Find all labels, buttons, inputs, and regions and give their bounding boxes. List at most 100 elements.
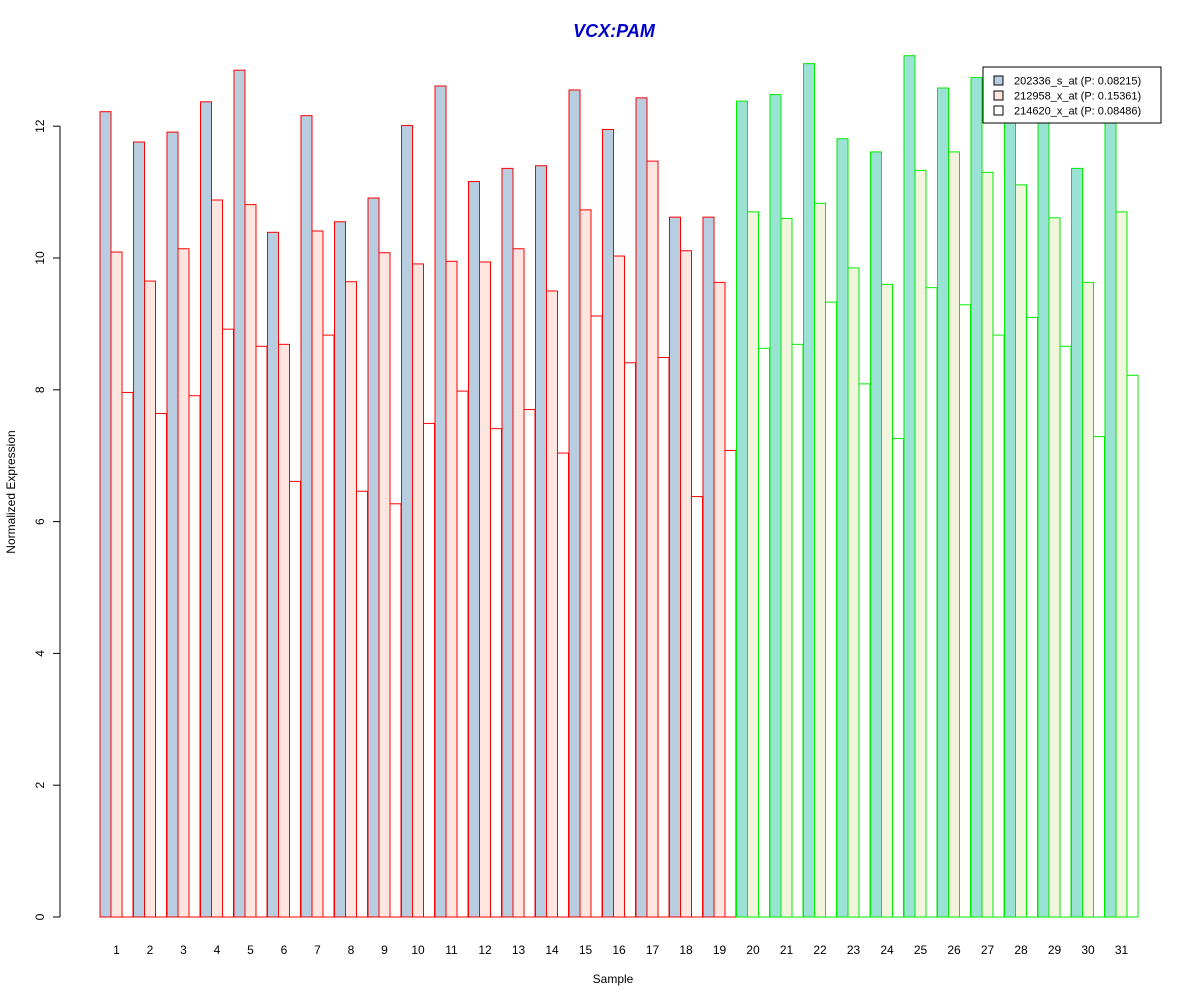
bar-sample-7-series-1 xyxy=(300,115,313,918)
bar-sample-5-series-3 xyxy=(255,345,268,918)
bar-sample-27-series-1 xyxy=(970,76,983,918)
x-tick-label: 20 xyxy=(746,943,760,957)
x-tick-label: 17 xyxy=(646,943,660,957)
legend-entry-label: 202336_s_at (P: 0.08215) xyxy=(1014,76,1141,88)
x-tick-label: 11 xyxy=(445,943,458,957)
bar-sample-31-series-3 xyxy=(1126,374,1139,918)
bar-sample-10-series-1 xyxy=(401,125,413,918)
bar-sample-31-series-2 xyxy=(1115,211,1128,918)
x-tick-label: 6 xyxy=(281,943,288,957)
bar-sample-28-series-2 xyxy=(1015,184,1027,918)
bar-sample-30-series-3 xyxy=(1093,436,1105,918)
bar-sample-30-series-2 xyxy=(1082,281,1094,918)
legend-entry-label: 212958_x_at (P: 0.15361) xyxy=(1014,91,1141,103)
bar-sample-24-series-3 xyxy=(892,438,904,918)
bar-sample-5-series-2 xyxy=(244,204,257,918)
x-tick-label: 7 xyxy=(314,943,321,957)
chart-title: VCX:PAM xyxy=(573,21,656,41)
x-tick-label: 24 xyxy=(880,943,894,957)
bar-sample-19-series-2 xyxy=(713,281,726,918)
y-tick-label: 4 xyxy=(33,650,47,657)
bar-sample-3-series-3 xyxy=(188,395,201,918)
x-tick-label: 15 xyxy=(579,943,593,957)
x-tick-label: 3 xyxy=(180,943,187,957)
bar-sample-20-series-3 xyxy=(758,347,770,918)
bar-sample-30-series-1 xyxy=(1071,167,1083,918)
legend: 202336_s_at (P: 0.08215) 212958_x_at (P: … xyxy=(982,66,1162,124)
bar-sample-17-series-3 xyxy=(657,357,670,918)
x-tick-label: 27 xyxy=(981,943,995,957)
bar-sample-17-series-2 xyxy=(646,160,659,918)
bar-sample-26-series-1 xyxy=(937,87,949,918)
bar-sample-13-series-3 xyxy=(523,409,536,918)
y-axis: 0 2 4 6 8 10 12 xyxy=(33,119,61,920)
x-tick-label: 14 xyxy=(545,943,559,957)
bar-sample-2-series-3 xyxy=(155,413,167,918)
x-tick-label: 13 xyxy=(512,943,526,957)
bar-sample-6-series-2 xyxy=(278,343,290,918)
bar-sample-7-series-3 xyxy=(322,334,335,918)
bar-sample-13-series-1 xyxy=(501,167,514,918)
x-tick-label: 12 xyxy=(478,943,492,957)
legend-swatch xyxy=(993,105,1004,116)
bar-sample-6-series-3 xyxy=(289,480,301,918)
x-tick-label: 2 xyxy=(147,943,154,957)
bar-sample-26-series-3 xyxy=(959,304,971,918)
bar-sample-11-series-3 xyxy=(456,390,469,918)
bar-sample-29-series-1 xyxy=(1037,105,1050,918)
bar-sample-1-series-3 xyxy=(121,391,134,918)
bar-sample-6-series-1 xyxy=(267,231,279,918)
x-tick-label: 25 xyxy=(914,943,928,957)
x-tick-label: 22 xyxy=(813,943,827,957)
x-tick-label: 5 xyxy=(247,943,254,957)
bar-sample-21-series-3 xyxy=(791,343,804,918)
bar-sample-29-series-2 xyxy=(1048,217,1061,918)
bar-sample-25-series-2 xyxy=(914,169,927,918)
legend-swatch xyxy=(993,75,1004,86)
bar-sample-28-series-1 xyxy=(1004,112,1016,918)
bar-sample-3-series-1 xyxy=(166,131,179,918)
bar-sample-12-series-2 xyxy=(479,261,491,918)
bar-sample-1-series-1 xyxy=(99,111,112,918)
bar-sample-12-series-1 xyxy=(468,181,480,918)
bar-sample-4-series-3 xyxy=(222,328,234,918)
bar-sample-29-series-3 xyxy=(1059,345,1072,918)
bar-sample-13-series-2 xyxy=(512,248,525,918)
bar-sample-20-series-2 xyxy=(747,211,759,918)
bar-sample-15-series-1 xyxy=(568,89,581,918)
x-tick-label: 4 xyxy=(214,943,221,957)
bar-sample-19-series-3 xyxy=(724,449,737,918)
bar-sample-22-series-2 xyxy=(814,202,826,918)
bar-sample-23-series-2 xyxy=(847,267,860,918)
bar-sample-25-series-1 xyxy=(903,55,916,918)
y-axis-title: Normalized Expression xyxy=(4,430,18,553)
bar-sample-9-series-2 xyxy=(378,252,391,918)
bar-sample-25-series-3 xyxy=(925,287,938,918)
x-tick-label: 31 xyxy=(1115,943,1129,957)
bar-sample-15-series-3 xyxy=(590,315,603,918)
y-tick-label: 12 xyxy=(33,119,47,133)
bar-sample-11-series-1 xyxy=(434,85,447,918)
bar-sample-5-series-1 xyxy=(233,69,246,918)
x-axis-title: Sample xyxy=(593,972,634,986)
bar-sample-9-series-3 xyxy=(389,503,402,918)
x-tick-label: 1 xyxy=(113,943,120,957)
bar-sample-16-series-3 xyxy=(624,362,636,918)
bar-sample-18-series-2 xyxy=(680,250,692,918)
bar-sample-26-series-2 xyxy=(948,151,960,918)
y-tick-label: 8 xyxy=(33,386,47,393)
bar-sample-11-series-2 xyxy=(445,260,458,918)
bar-sample-24-series-2 xyxy=(881,283,893,918)
x-tick-label: 19 xyxy=(713,943,727,957)
y-tick-label: 2 xyxy=(33,782,47,789)
x-axis-tick-labels: 1 2 3 4 5 6 7 8 9 10 11 12 13 14 15 16 17 18 19 20 21 22 23 24 2… xyxy=(113,943,1128,957)
legend-entry-label: 214620_x_at (P: 0.08486) xyxy=(1014,106,1141,118)
y-tick-label: 0 xyxy=(33,913,47,920)
bar-sample-28-series-3 xyxy=(1026,316,1038,918)
legend-swatch xyxy=(993,90,1004,101)
bar-sample-2-series-2 xyxy=(144,280,156,918)
bar-sample-10-series-3 xyxy=(423,422,435,918)
bar-sample-20-series-1 xyxy=(736,100,748,918)
bar-sample-4-series-2 xyxy=(211,199,223,918)
bar-sample-27-series-2 xyxy=(981,171,994,918)
